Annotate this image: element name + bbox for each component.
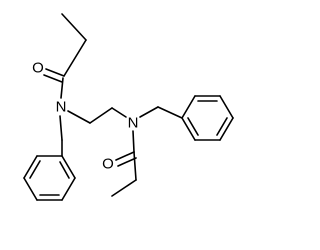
bond [111,107,127,118]
molecule-diagram: O N N O [23,13,234,201]
bond [181,117,196,141]
bond [23,177,38,201]
atom-label: O [32,60,44,77]
bond [132,130,135,153]
bonds [23,13,234,201]
bond [29,160,41,179]
bond [157,106,183,119]
bond [181,95,196,119]
bond [219,117,234,141]
bond [115,151,135,161]
bond [61,155,76,179]
atom-label: N [128,115,139,132]
bond [89,107,113,124]
atom-label: O [102,156,114,173]
bond [23,155,38,179]
bond [45,68,65,77]
bond [59,161,70,179]
bond [43,74,63,83]
bond [139,106,159,118]
page: O N N O (() => { const data = JSON.parse… [23,13,234,201]
bond [117,157,137,167]
bond [187,117,199,136]
bond [216,117,228,136]
atom-label: N [56,99,67,116]
bond [60,77,64,99]
bond [63,39,87,77]
bond [61,13,87,41]
bond [219,95,234,119]
bond [133,151,137,181]
bond [59,115,63,141]
bond [67,110,91,124]
bond [61,177,76,201]
bond [111,179,137,197]
